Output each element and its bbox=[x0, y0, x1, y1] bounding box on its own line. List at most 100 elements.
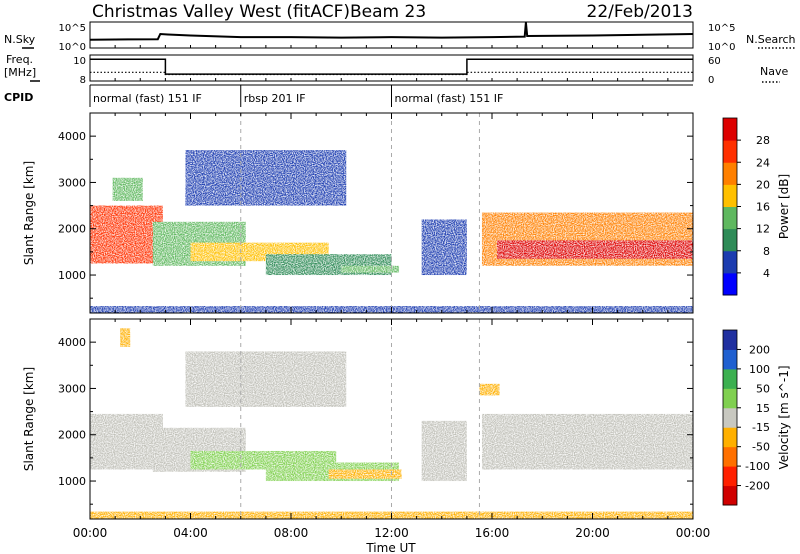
nsearch-label: N.Search bbox=[746, 33, 796, 46]
x-tick-label: 12:00 bbox=[374, 526, 409, 540]
y-tick-label: 1000 bbox=[58, 475, 86, 488]
colorbar-tick-label: -100 bbox=[745, 460, 770, 473]
colorbar-swatch bbox=[723, 140, 737, 163]
colorbar-swatch bbox=[723, 485, 737, 506]
nsky-tick-top: 10^5 bbox=[59, 23, 86, 34]
colorbar-swatch bbox=[723, 206, 737, 230]
vel-scatter-region bbox=[120, 328, 131, 347]
colorbar-swatch bbox=[723, 407, 737, 428]
colorbar-tick-label: -200 bbox=[745, 480, 770, 493]
vel-scatter-layer bbox=[90, 328, 693, 519]
nsky-series-line bbox=[89, 22, 694, 41]
colorbar-swatch bbox=[723, 184, 737, 207]
vel-scatter-region bbox=[185, 351, 347, 407]
y-tick-label: 4000 bbox=[58, 130, 86, 143]
colorbar-title: Velocity [m s^-1] bbox=[777, 365, 791, 469]
x-tick-label: 04:00 bbox=[173, 526, 208, 540]
colorbar-swatch bbox=[723, 250, 737, 274]
freq-label-line1: Freq. bbox=[6, 53, 33, 66]
colorbar-title: Power [dB] bbox=[777, 174, 791, 239]
colorbar-swatch bbox=[723, 330, 737, 350]
nave-series-line bbox=[90, 71, 693, 76]
vel-scatter-region bbox=[421, 420, 467, 482]
power-scatter-region bbox=[421, 219, 467, 276]
colorbar-tick-label: -15 bbox=[752, 421, 770, 434]
colorbar-tick-label: 12 bbox=[756, 223, 770, 236]
colorbar-tick-label: 8 bbox=[763, 245, 770, 258]
y-tick-label: 1000 bbox=[58, 269, 86, 282]
vel-scatter-region bbox=[328, 469, 402, 479]
colorbar-swatch bbox=[723, 272, 737, 296]
colorbar-swatch bbox=[723, 162, 737, 185]
freq-tick-top: 10 bbox=[73, 56, 86, 67]
colorbar-swatch bbox=[723, 118, 737, 141]
nsky-label: N.Sky bbox=[4, 33, 36, 46]
colorbar-swatch bbox=[723, 368, 737, 389]
colorbar-swatch bbox=[723, 466, 737, 487]
date-label: 22/Feb/2013 bbox=[587, 2, 693, 22]
vel-scatter-region bbox=[90, 413, 163, 470]
freq-tick-bottom: 8 bbox=[80, 75, 86, 86]
vel-scatter-region bbox=[481, 413, 693, 470]
station-title: Christmas Valley West (fitACF) bbox=[92, 2, 350, 22]
colorbar-tick-label: 24 bbox=[756, 156, 770, 169]
colorbar-frame bbox=[722, 329, 738, 506]
colorbar-swatch bbox=[723, 388, 737, 409]
freq-strip: Freq. [MHz] 10 8 60 0 Nave bbox=[4, 53, 788, 86]
colorbar-tick-label: 15 bbox=[756, 402, 770, 415]
colorbar-tick-label: 16 bbox=[756, 201, 770, 214]
x-tick-label: 16:00 bbox=[475, 526, 510, 540]
power-scatter-region bbox=[90, 205, 163, 264]
time-axis: 00:00 04:00 08:00 12:00 16:00 20:00 00:00 bbox=[73, 45, 711, 540]
colorbar-tick-label: 50 bbox=[756, 382, 770, 395]
cpid-segment-label: rbsp 201 IF bbox=[244, 92, 306, 105]
beam-label: Beam 23 bbox=[350, 2, 426, 22]
x-tick-label: 20:00 bbox=[575, 526, 610, 540]
colorbar-tick-label: 100 bbox=[749, 363, 770, 376]
colorbar-tick-label: 4 bbox=[763, 267, 770, 280]
cpid-row: CPID normal (fast) 151 IF rbsp 201 IF norm… bbox=[4, 84, 693, 107]
vel-scatter-region bbox=[479, 383, 500, 396]
freq-series-line bbox=[90, 58, 693, 75]
colorbar-tick-label: 200 bbox=[749, 343, 770, 356]
cpid-segment-label: normal (fast) 151 IF bbox=[395, 92, 504, 105]
y-tick-label: 4000 bbox=[58, 336, 86, 349]
colorbar-swatch bbox=[723, 446, 737, 467]
colorbar-swatch bbox=[723, 349, 737, 370]
y-tick-label: 3000 bbox=[58, 382, 86, 395]
power-scatter-region bbox=[112, 177, 143, 201]
power-scatter-region bbox=[497, 240, 693, 259]
velocity-panel: 1000 2000 3000 4000 Slant Range [km] bbox=[22, 318, 694, 520]
x-axis-label: Time UT bbox=[365, 541, 416, 554]
colorbar-tick-label: 20 bbox=[756, 178, 770, 191]
x-tick-label: 00:00 bbox=[676, 526, 711, 540]
nsky-tick-bottom: 10^0 bbox=[59, 42, 86, 53]
power-scatter-region bbox=[341, 265, 400, 273]
colorbar-swatch bbox=[723, 427, 737, 448]
power-colorbar: 28 24 20 16 12 8 4 Power [dB] bbox=[722, 117, 791, 296]
y-axis-label: Slant Range [km] bbox=[22, 161, 36, 265]
freq-label-line2: [MHz] bbox=[4, 66, 36, 79]
y-tick-label: 2000 bbox=[58, 223, 86, 236]
colorbar-tick-label: -50 bbox=[752, 441, 770, 454]
x-tick-label: 00:00 bbox=[73, 526, 108, 540]
cpid-segment-label: normal (fast) 151 IF bbox=[93, 92, 202, 105]
nsky-strip: N.Sky 10^5 10^0 10^5 10^0 N.Search bbox=[4, 21, 796, 53]
x-tick-label: 08:00 bbox=[274, 526, 309, 540]
colorbar-tick-label: 28 bbox=[756, 134, 770, 147]
cpid-label: CPID bbox=[4, 91, 33, 104]
y-tick-label: 3000 bbox=[58, 176, 86, 189]
y-tick-label: 2000 bbox=[58, 429, 86, 442]
nsearch-tick-bottom: 10^0 bbox=[708, 42, 735, 53]
power-panel: 1000 2000 3000 4000 Slant Range [km] bbox=[22, 112, 694, 314]
nave-tick-bottom: 0 bbox=[708, 75, 714, 86]
nsearch-tick-top: 10^5 bbox=[708, 23, 735, 34]
velocity-colorbar: 200 100 50 15 -15 -50 -100 -200 Velocity [m s^-1… bbox=[722, 329, 791, 506]
y-axis-label: Slant Range [km] bbox=[22, 367, 36, 471]
power-scatter-region bbox=[185, 150, 347, 206]
nave-tick-top: 60 bbox=[708, 56, 721, 67]
power-scatter-layer bbox=[90, 150, 693, 313]
nave-label: Nave bbox=[760, 65, 788, 78]
colorbar-swatch bbox=[723, 228, 737, 252]
